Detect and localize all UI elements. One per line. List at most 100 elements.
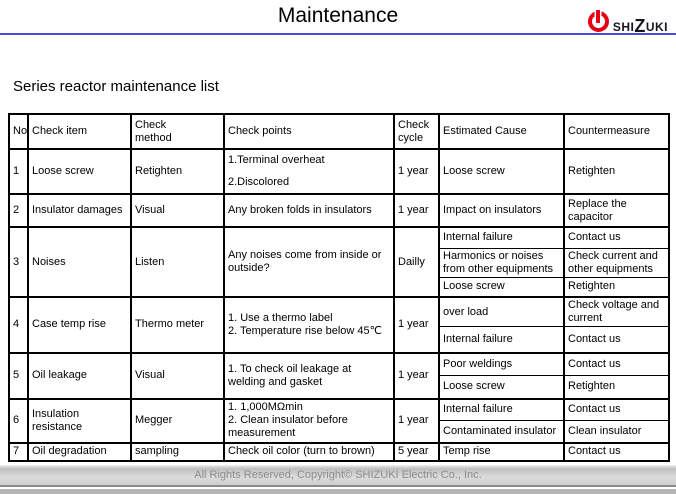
table-row: 4 Case temp rise Thermo meter 1. Use a t…	[8, 296, 670, 353]
measure-cell: Contact us	[563, 397, 670, 421]
measure-cell: Retighten	[563, 276, 670, 298]
check-cycle-cell: 1 year	[393, 148, 440, 195]
check-item-cell: Noises	[27, 226, 132, 298]
check-item-cell: Insulation resistance	[27, 397, 132, 443]
table-header-row: No Check item Check method Check points …	[8, 113, 670, 150]
table-subrow: Loose screw Retighten	[9, 276, 670, 298]
measure-cell: Replace the capacitor	[563, 193, 670, 228]
table-row: 5 Oil leakage Visual 1. To check oil lea…	[8, 351, 670, 399]
check-point-line: 1. 1,000MΩmin	[228, 401, 303, 413]
check-point-line: Check oil color (turn to brown)	[228, 445, 375, 457]
check-points-cell: Check oil color (turn to brown)	[223, 441, 395, 461]
check-method-cell: Retighten	[130, 148, 225, 195]
table-row: 3 Noises Listen Any noises come from ins…	[8, 226, 670, 298]
logo-text-pre: SHI	[612, 20, 635, 34]
measure-cell: Check current and other equipments	[563, 247, 670, 278]
column-header-check-cycle: Check cycle	[393, 113, 440, 150]
measure-cell: Check voltage and current	[563, 296, 670, 327]
check-item-cell: Case temp rise	[27, 296, 132, 353]
cause-cell: Internal failure	[438, 326, 565, 353]
cause-cell: Loose screw	[438, 375, 565, 399]
measure-cell: Contact us	[563, 441, 670, 461]
measure-cell: Contact us	[563, 326, 670, 353]
column-header-countermeasure: Countermeasure	[563, 113, 670, 150]
check-cycle-cell: 5 year	[393, 441, 440, 461]
check-point-line: 1. Use a thermo label	[228, 311, 333, 324]
measure-cell: Contact us	[563, 351, 670, 376]
check-point-line: 2. Clean insulator before measurement	[228, 414, 348, 439]
cause-cell: Contaminated insulator	[438, 420, 565, 443]
check-method-cell: Visual	[130, 193, 225, 228]
check-point-line: 2.Discolored	[228, 176, 290, 188]
footer-bottom-strip	[0, 489, 676, 494]
check-point-line: 1. To check oil leakage at welding and g…	[228, 362, 352, 388]
column-header-check-method: Check method	[130, 113, 225, 150]
column-header-check-points: Check points	[223, 113, 395, 150]
cause-cell: Temp rise	[438, 441, 565, 461]
check-method-cell: Megger	[130, 397, 225, 443]
footer-bar: All Rights Reserved, Copyright© SHIZUKI …	[0, 465, 676, 487]
logo-text-post: UKI	[645, 20, 668, 34]
row-no: 1	[8, 148, 29, 195]
check-cycle-cell: 1 year	[393, 193, 440, 228]
section-subtitle: Series reactor maintenance list	[13, 78, 219, 95]
table-row: 7 Oil degradation sampling Check oil col…	[8, 441, 670, 461]
table-subrow: Loose screw Retighten	[9, 375, 670, 399]
check-point-line: 1.Terminal overheat	[228, 154, 325, 166]
check-point-line: 2. Temperature rise below 45℃	[228, 324, 383, 337]
table-subrow: Internal failure Contact us	[9, 326, 670, 353]
measure-cell: Retighten	[563, 148, 670, 195]
shizuki-logo: SHI Z UKI	[587, 9, 668, 36]
check-points-cell: 1. Use a thermo label 2. Temperature ris…	[223, 296, 395, 353]
check-points-cell: 1. 1,000MΩmin 2. Clean insulator before …	[223, 397, 395, 443]
check-cycle-cell: 1 year	[393, 296, 440, 353]
row-no: 7	[8, 441, 29, 461]
check-method-cell: Visual	[130, 351, 225, 399]
check-method-cell: sampling	[130, 441, 225, 461]
shizuki-logo-icon	[587, 10, 609, 32]
table-row: 2 Insulator damages Visual Any broken fo…	[8, 193, 670, 228]
row-no: 4	[8, 296, 29, 353]
check-points-cell: Any noises come from inside or outside?	[223, 226, 395, 298]
check-cycle-cell: 1 year	[393, 397, 440, 443]
check-item-cell: Oil leakage	[27, 351, 132, 399]
check-item-cell: Oil degradation	[27, 441, 132, 461]
cause-cell: Internal failure	[438, 226, 565, 249]
check-method-cell: Thermo meter	[130, 296, 225, 353]
measure-cell: Clean insulator	[563, 420, 670, 443]
check-points-cell: 1.Terminal overheat 2.Discolored	[223, 148, 395, 195]
maintenance-table: No Check item Check method Check points …	[8, 113, 670, 462]
row-no: 5	[8, 351, 29, 399]
logo-text-z: Z	[634, 15, 646, 36]
table-subrow: Harmonics or noises from other equipment…	[9, 247, 670, 278]
logo-text: SHI Z UKI	[612, 15, 668, 36]
cause-cell: Impact on insulators	[438, 193, 565, 228]
check-cycle-cell: 1 year	[393, 351, 440, 399]
column-header-no: No	[8, 113, 29, 150]
row-no: 6	[8, 397, 29, 443]
header-divider	[0, 33, 676, 35]
cause-cell: Loose screw	[438, 276, 565, 298]
check-points-cell: 1. To check oil leakage at welding and g…	[223, 351, 395, 399]
cause-cell: over load	[438, 296, 565, 327]
footer-copyright: All Rights Reserved, Copyright© SHIZUKI …	[194, 469, 482, 481]
column-header-estimated-cause: Estimated Cause	[438, 113, 565, 150]
check-item-cell: Insulator damages	[27, 193, 132, 228]
check-point-line: Any noises come from inside or outside?	[228, 249, 382, 274]
check-point-line: Any broken folds in insulators	[228, 204, 372, 216]
cause-cell: Internal failure	[438, 397, 565, 421]
cause-cell: Loose screw	[438, 148, 565, 195]
check-points-cell: Any broken folds in insulators	[223, 193, 395, 228]
cause-cell: Harmonics or noises from other equipment…	[438, 247, 565, 278]
check-method-cell: Listen	[130, 226, 225, 298]
check-item-cell: Loose screw	[27, 148, 132, 195]
check-cycle-cell: Dailly	[393, 226, 440, 298]
row-no: 3	[8, 226, 29, 298]
measure-cell: Retighten	[563, 375, 670, 399]
measure-cell: Contact us	[563, 226, 670, 249]
row-no: 2	[8, 193, 29, 228]
page-title: Maintenance	[277, 4, 399, 27]
table-row: 1 Loose screw Retighten 1.Terminal overh…	[8, 148, 670, 195]
cause-cell: Poor weldings	[438, 351, 565, 376]
column-header-check-item: Check item	[27, 113, 132, 150]
